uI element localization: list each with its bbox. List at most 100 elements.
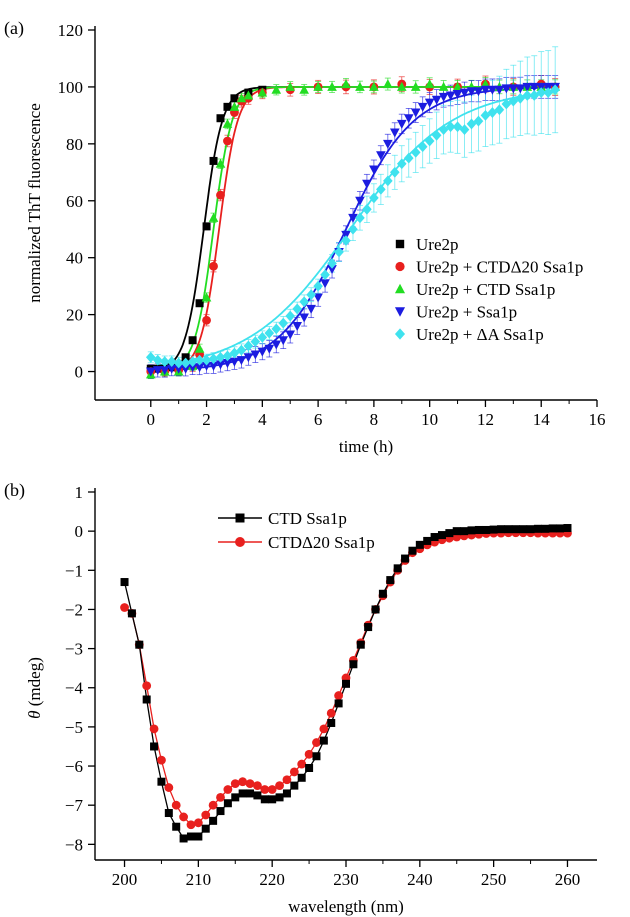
data-point-ure2p-a-ssa1p	[236, 344, 247, 356]
legend-marker-ure2p	[395, 239, 405, 249]
panel-a-x-tick-label: 10	[421, 410, 438, 429]
data-point-ure2p-ssa1p	[410, 108, 421, 118]
data-point-ure2p-a-ssa1p	[327, 257, 337, 269]
data-point-ctd-ssa1p	[415, 540, 424, 549]
data-point-ctd-ssa1p	[120, 578, 129, 587]
data-point-ctd-ssa1p	[548, 524, 557, 533]
data-point-ure2p	[188, 336, 197, 345]
data-point-ure2p-ssa1p	[376, 151, 386, 161]
data-point-ctd-20-ssa1p	[179, 812, 188, 822]
data-point-ure2p-ssa1p	[194, 363, 205, 373]
panel-a-x-tick-label: 16	[589, 410, 606, 429]
data-point-ure2p-a-ssa1p	[152, 354, 163, 366]
data-point-ctd-ssa1p	[275, 793, 284, 802]
data-point-ure2p-ssa1p	[320, 279, 330, 289]
data-point-ctd-ssa1p	[437, 531, 446, 540]
data-point-ure2p-ssa1p	[417, 102, 428, 112]
data-point-ctd-ssa1p	[393, 564, 402, 573]
panel-b-x-axis-title: wavelength (nm)	[288, 897, 404, 916]
data-point-ure2p-ssa1p	[299, 313, 309, 323]
data-point-ctd-ssa1p	[142, 695, 151, 704]
data-point-ure2p-ssa1p	[383, 139, 393, 149]
panel-a-y-tick-label: 20	[66, 306, 83, 325]
legend-marker-ure2p-ssa1p	[394, 307, 406, 317]
data-point-ure2p-ctd-ssa1p	[236, 93, 247, 103]
data-point-ctd-ssa1p	[489, 525, 498, 534]
data-point-ctd-20-ssa1p	[260, 785, 270, 794]
data-point-ure2p-a-ssa1p	[271, 323, 282, 335]
data-point-ure2p-a-ssa1p	[536, 87, 547, 99]
panel-a-x-axis-title: time (h)	[339, 437, 393, 456]
panel-a-x-tick-label: 6	[314, 410, 323, 429]
data-point-ctd-20-ssa1p	[120, 603, 129, 612]
data-point-ctd-20-ssa1p	[193, 818, 203, 828]
data-point-ctd-20-ssa1p	[238, 777, 248, 787]
data-point-ctd-ssa1p	[556, 524, 565, 533]
data-point-ctd-ssa1p	[172, 822, 181, 831]
data-point-ctd-20-ssa1p	[171, 800, 181, 810]
data-point-ctd-ssa1p	[246, 789, 255, 798]
panel-b-x-tick-label: 200	[112, 870, 138, 889]
data-point-ctd-ssa1p	[268, 795, 277, 804]
data-point-ure2p-ssa1p	[508, 84, 519, 94]
data-point-ure2p-a-ssa1p	[550, 84, 560, 96]
panel-a-x-tick-label: 2	[202, 410, 211, 429]
data-point-ure2p-ssa1p	[403, 114, 414, 124]
data-point-ure2p-ssa1p	[438, 92, 449, 102]
data-point-ure2p-a-ssa1p	[494, 104, 505, 116]
data-point-ure2p-a-ssa1p	[376, 183, 386, 195]
data-point-ure2p-a-ssa1p	[383, 175, 393, 187]
data-point-ctd-ssa1p	[342, 679, 350, 688]
data-point-ctd-ssa1p	[401, 554, 410, 563]
data-point-ctd-20-ssa1p	[319, 724, 329, 734]
data-point-ctd-20-ssa1p	[149, 724, 159, 734]
data-point-ure2p-a-ssa1p	[299, 296, 309, 308]
panel-a-plot-area: 0 2 4 6 8 10 12 14 16 0 20 40 60 80 100 120	[58, 21, 606, 429]
data-point-ure2p-ssa1p	[424, 98, 435, 108]
data-point-ctd-ssa1p	[563, 524, 572, 533]
data-point-ctd-20-ssa1p	[245, 779, 255, 789]
data-point-ure2p-ctd-ssa1p	[369, 81, 379, 91]
data-point-ure2p-ctd-ssa1p	[215, 158, 226, 168]
data-point-ctd-ssa1p	[319, 736, 328, 745]
panel-b-y-axis-title: θ (mdeg)	[25, 657, 44, 719]
data-point-ctd-ssa1p	[223, 799, 232, 808]
panel-a: (a) 0 2 4 6 8 10 12 14 16 0 20 40 60 80 100 120 time (h…	[4, 18, 606, 456]
data-point-ure2p-ctd-ssa1p	[355, 81, 365, 91]
data-point-ure2p-a-ssa1p	[410, 146, 421, 158]
data-point-ctd-20-ssa1p	[253, 781, 262, 791]
data-point-ure2p-a-ssa1p	[215, 351, 226, 363]
legend-marker-ctd-20-ssa1p	[235, 537, 245, 547]
data-point-ctd-ssa1p	[135, 640, 144, 649]
data-point-ure2p-ctd-20-ssa1p	[223, 136, 232, 146]
data-point-ctd-ssa1p	[408, 546, 417, 555]
data-point-ure2p-ssa1p	[355, 196, 365, 206]
data-point-ure2p-a-ssa1p	[250, 336, 261, 348]
panel-b-plot-area: 200 210 220 230 240 250 260 1 0 −1 −2 −3 −4 −5 −6 −7 −8	[65, 483, 597, 889]
data-point-ure2p	[230, 94, 239, 103]
data-point-ure2p-ssa1p	[522, 82, 533, 92]
panel-b-x-tick-label: 250	[481, 870, 507, 889]
data-point-ure2p-ssa1p	[369, 165, 379, 175]
data-point-ure2p-ctd-ssa1p	[341, 79, 351, 89]
data-point-ctd-ssa1p	[150, 742, 159, 751]
data-point-ure2p-ssa1p	[529, 82, 540, 92]
data-point-ctd-20-ssa1p	[326, 708, 336, 718]
legend-label-ure2p-ctd-20-ssa1p: Ure2p + CTDΔ20 Ssa1p	[416, 258, 583, 277]
panel-b-label: (b)	[4, 480, 25, 501]
data-point-ctd-ssa1p	[467, 526, 476, 535]
data-point-ure2p-ssa1p	[285, 330, 296, 340]
data-point-ctd-ssa1p	[356, 640, 365, 649]
data-point-ure2p-ctd-ssa1p	[257, 87, 268, 97]
data-point-ctd-ssa1p	[474, 525, 483, 534]
panel-a-x-tick-label: 8	[370, 410, 379, 429]
data-point-ure2p-a-ssa1p	[396, 158, 407, 170]
data-point-ure2p-ssa1p	[292, 322, 302, 331]
data-point-ure2p-a-ssa1p	[390, 166, 400, 178]
panel-a-y-tick-label: 40	[66, 249, 83, 268]
data-point-ctd-ssa1p	[511, 525, 520, 534]
data-point-ure2p-a-ssa1p	[466, 118, 477, 130]
data-point-ure2p-ssa1p	[306, 304, 316, 314]
panel-a-y-axis-title: normalized ThT fluorescence	[25, 103, 44, 303]
